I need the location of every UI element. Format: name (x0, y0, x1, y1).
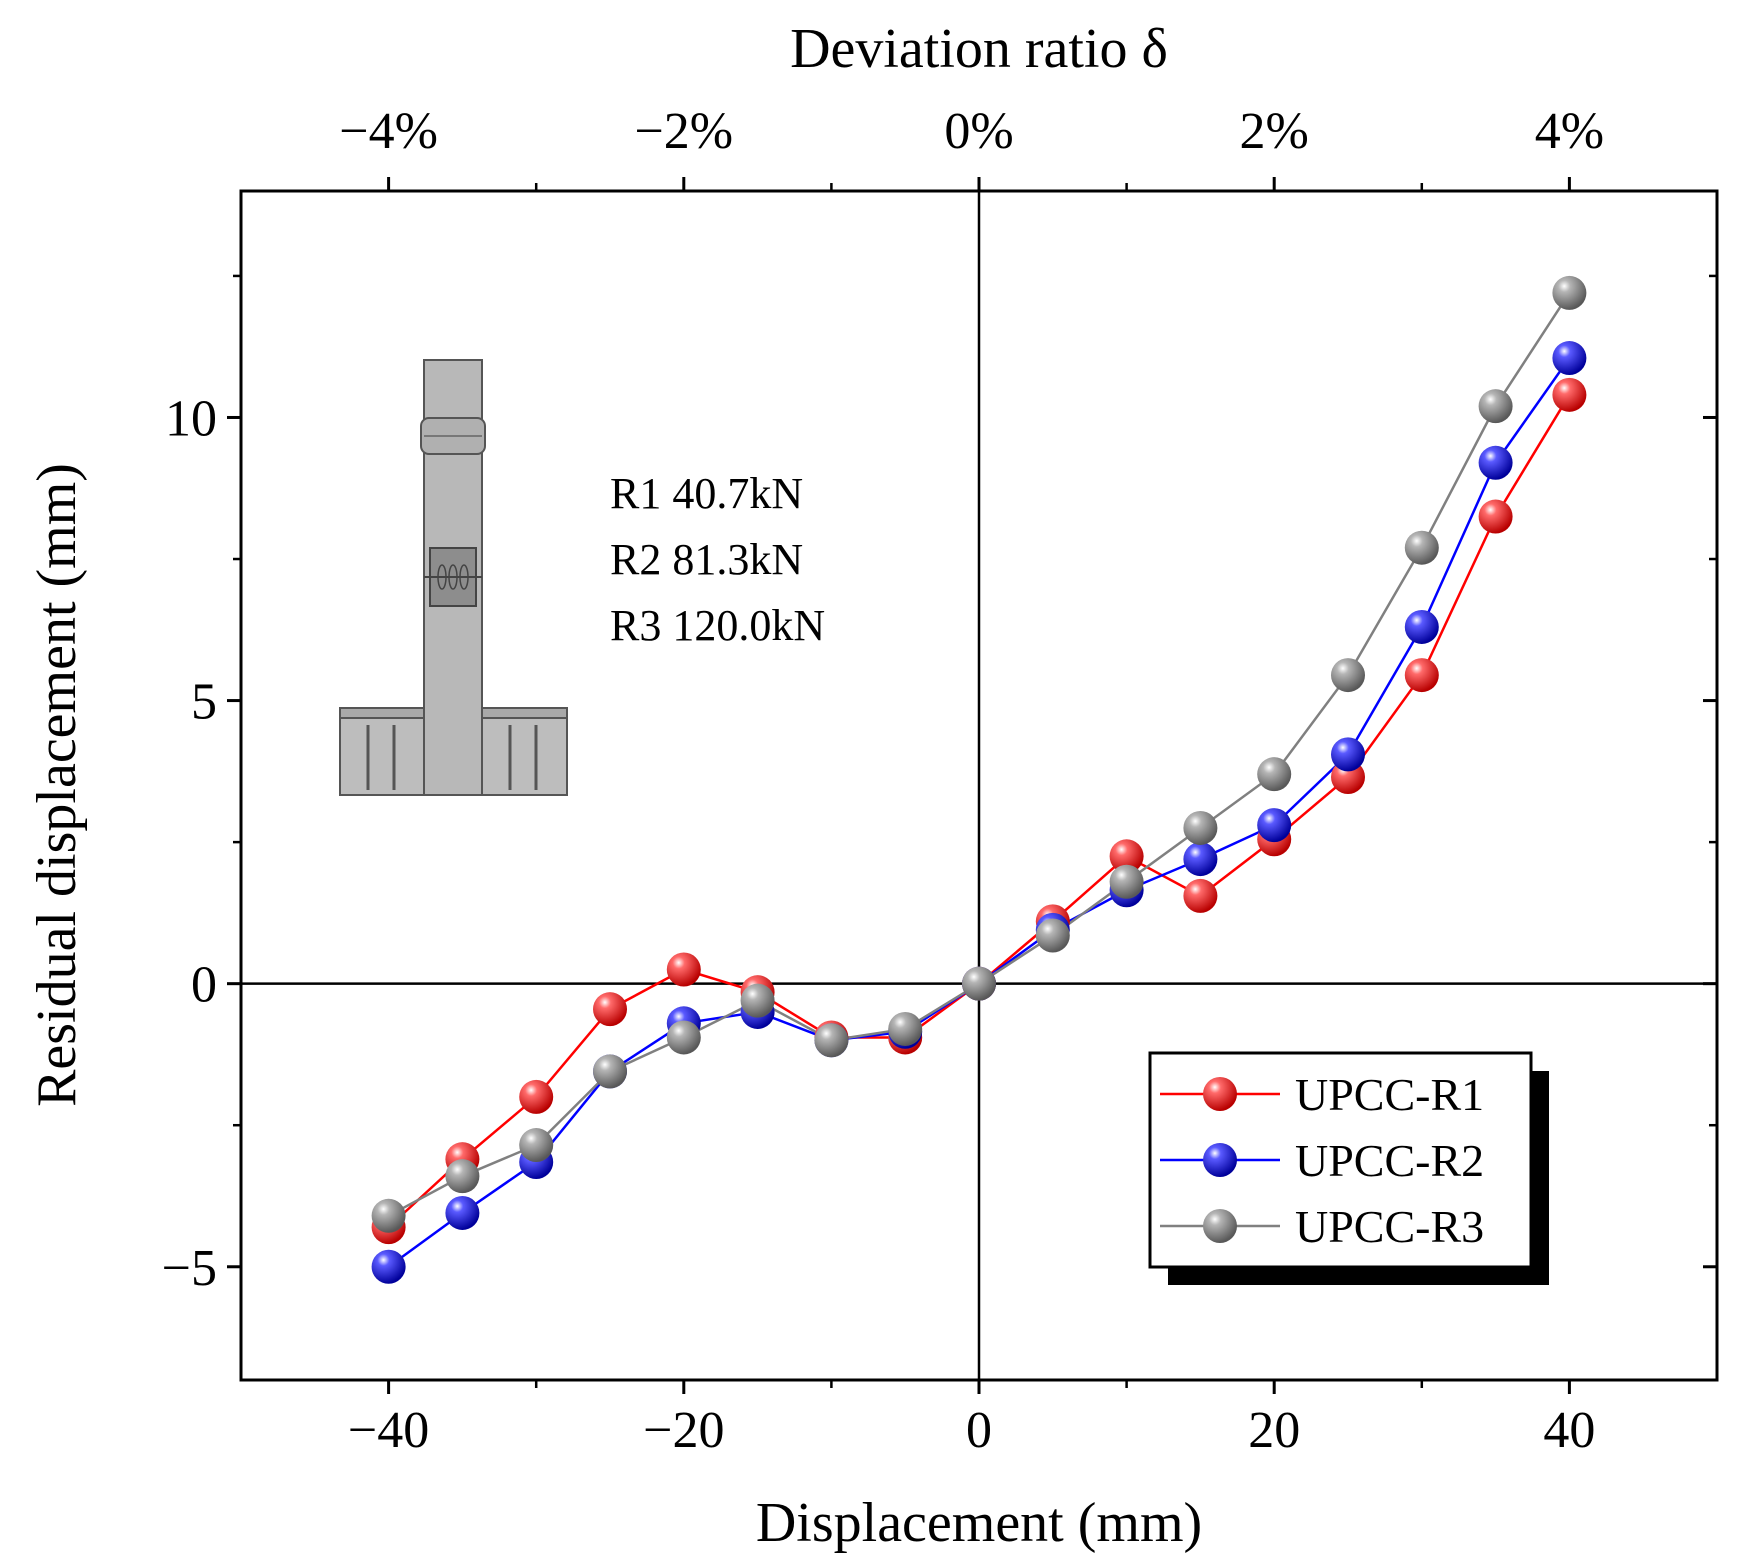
top-tick-label: 4% (1535, 103, 1604, 160)
y-tick-label: 0 (191, 957, 217, 1014)
top-tick-label: 2% (1240, 103, 1309, 160)
annotation-r2: R2 81.3kN (610, 535, 803, 584)
y-axis-title: Residual displacement (mm) (26, 463, 88, 1107)
data-point-upcc-r3 (1404, 530, 1439, 565)
y-tick-label: 10 (165, 390, 217, 447)
data-point-upcc-r1 (593, 992, 627, 1027)
data-point-upcc-r3 (1183, 810, 1218, 845)
annotation-r1: R1 40.7kN (610, 469, 803, 518)
data-point-upcc-r3 (1109, 864, 1144, 899)
x-axis-title: Displacement (mm) (756, 1492, 1202, 1554)
data-point-upcc-r1 (1478, 499, 1513, 534)
axis-ticks: −40 −4% −20 −2% 0 0% 20 2% 40 4% −5 0 5 10 (162, 103, 1717, 1459)
data-point-upcc-r2 (1257, 808, 1292, 843)
data-point-upcc-r3 (1478, 389, 1513, 424)
data-point-upcc-r3 (1035, 918, 1070, 953)
legend-marker (1203, 1209, 1237, 1243)
data-point-upcc-r3 (593, 1054, 627, 1089)
y-tick-label: 5 (191, 674, 217, 731)
data-point-upcc-r3 (445, 1159, 480, 1194)
x-tick-label: −40 (348, 1402, 429, 1459)
legend-marker (1203, 1143, 1237, 1177)
x-tick-label: 20 (1248, 1402, 1300, 1459)
data-point-upcc-r3 (888, 1011, 923, 1046)
data-point-upcc-r2 (1478, 445, 1513, 480)
data-point-upcc-r2 (445, 1195, 480, 1230)
x-tick-label: 40 (1543, 1402, 1595, 1459)
top-tick-label: −2% (634, 103, 733, 160)
data-point-upcc-r3 (962, 966, 996, 1001)
legend-label: UPCC-R2 (1295, 1135, 1484, 1186)
data-point-upcc-r3 (1552, 275, 1587, 310)
data-point-upcc-r1 (1183, 878, 1218, 913)
data-point-upcc-r1 (519, 1079, 554, 1114)
data-point-upcc-r3 (1257, 757, 1292, 792)
legend-label: UPCC-R1 (1295, 1069, 1484, 1120)
data-point-upcc-r3 (1331, 658, 1365, 693)
top-tick-label: −4% (339, 103, 438, 160)
data-point-upcc-r3 (814, 1023, 849, 1058)
data-point-upcc-r2 (1552, 341, 1587, 376)
x-tick-label: 0 (966, 1402, 992, 1459)
legend-marker (1203, 1077, 1237, 1111)
data-point-upcc-r1 (666, 952, 701, 987)
data-point-upcc-r3 (666, 1020, 701, 1055)
data-point-upcc-r3 (740, 983, 775, 1018)
data-point-upcc-r2 (1183, 842, 1218, 877)
y-tick-label: −5 (162, 1240, 217, 1297)
top-axis-title: Deviation ratio δ (790, 18, 1168, 80)
data-point-upcc-r3 (519, 1128, 554, 1163)
top-tick-label: 0% (944, 103, 1013, 160)
data-point-upcc-r1 (1404, 658, 1439, 693)
data-point-upcc-r1 (1109, 839, 1144, 874)
data-point-upcc-r2 (1404, 609, 1439, 644)
data-point-upcc-r2 (371, 1249, 406, 1284)
x-tick-label: −20 (643, 1402, 724, 1459)
series-layer (371, 275, 1587, 1284)
specimen-illustration (339, 359, 568, 796)
axial-load-annotations: R1 40.7kN R2 81.3kN R3 120.0kN (610, 469, 825, 650)
legend-label: UPCC-R3 (1295, 1201, 1484, 1252)
annotation-r3: R3 120.0kN (610, 601, 825, 650)
data-point-upcc-r1 (1552, 377, 1587, 412)
data-point-upcc-r3 (371, 1198, 406, 1233)
legend: UPCC-R1 UPCC-R2 UPCC-R3 (1148, 1051, 1549, 1285)
data-point-upcc-r2 (1331, 737, 1365, 772)
